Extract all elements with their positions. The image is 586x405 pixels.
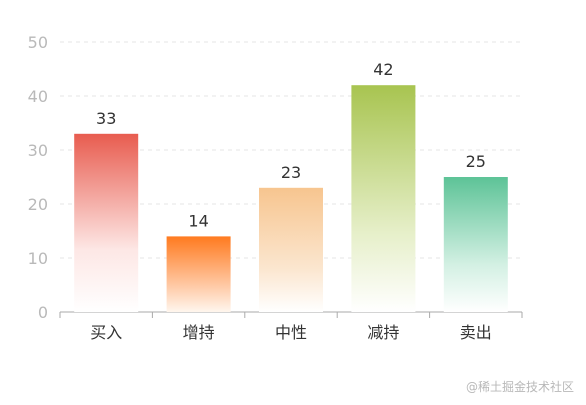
- data-label: 25: [466, 152, 486, 171]
- y-tick-label: 50: [28, 33, 48, 52]
- x-tick-label: 买入: [90, 323, 122, 342]
- data-label: 14: [188, 211, 208, 230]
- x-tick-label: 中性: [275, 323, 307, 342]
- bars: [74, 85, 508, 312]
- data-label: 42: [373, 60, 393, 79]
- bar-1: [74, 133, 139, 312]
- bar-2: [166, 236, 231, 312]
- data-labels: 33 14 23 42 25: [96, 60, 486, 230]
- y-tick-label: 10: [28, 249, 48, 268]
- x-tick-label: 增持: [183, 323, 215, 342]
- y-tick-label: 30: [28, 141, 48, 160]
- x-tick-label: 卖出: [460, 323, 492, 342]
- x-tick-label: 减持: [367, 323, 399, 342]
- bar-4: [351, 85, 416, 312]
- y-tick-label: 20: [28, 195, 48, 214]
- bar-5: [443, 177, 508, 312]
- y-tick-label: 40: [28, 87, 48, 106]
- bar-3: [259, 187, 323, 312]
- data-label: 33: [96, 109, 116, 128]
- data-label: 23: [281, 163, 301, 182]
- watermark: @稀土掘金技术社区: [465, 380, 574, 394]
- y-tick-label: 0: [38, 303, 48, 322]
